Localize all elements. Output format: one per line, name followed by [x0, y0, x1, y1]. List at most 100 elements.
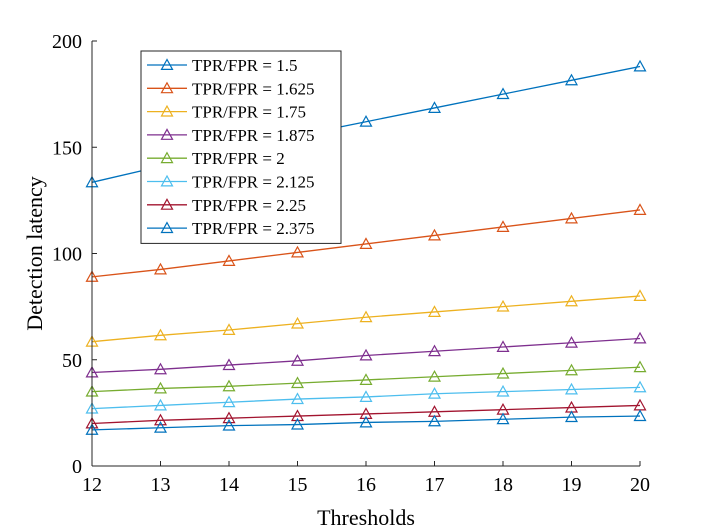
- series-3: [85, 289, 647, 347]
- legend-marker-swatch: [160, 104, 174, 117]
- data-point-marker: [222, 395, 236, 408]
- data-point-marker: [222, 254, 236, 266]
- legend-label: TPR/FPR = 1.625: [192, 79, 315, 98]
- data-point-marker: [222, 358, 236, 371]
- legend-label: TPR/FPR = 2.125: [192, 173, 315, 192]
- data-point-marker: [359, 407, 373, 419]
- data-point-marker: [153, 398, 168, 411]
- data-point-marker: [496, 87, 510, 100]
- data-point-marker: [153, 262, 168, 275]
- data-point-marker: [633, 331, 647, 344]
- data-point-marker: [153, 421, 168, 433]
- data-point-marker: [633, 289, 647, 301]
- legend-marker-swatch: [160, 58, 174, 71]
- data-point-marker: [153, 413, 168, 426]
- x-tick-label: 13: [151, 474, 171, 496]
- data-point-marker: [496, 299, 510, 312]
- x-tick-label: 12: [82, 474, 102, 496]
- data-point-marker: [290, 417, 305, 430]
- data-point-marker: [290, 376, 305, 389]
- series-2: [85, 203, 647, 282]
- x-axis-title: Thresholds: [317, 505, 415, 530]
- y-tick-label: 50: [62, 350, 82, 372]
- legend-label: TPR/FPR = 1.75: [192, 103, 306, 122]
- data-point-marker: [359, 237, 373, 249]
- data-point-marker: [359, 390, 373, 402]
- series-4: [85, 331, 647, 378]
- data-point-marker: [633, 59, 647, 72]
- x-tick-label: 17: [425, 474, 445, 496]
- data-point-marker: [633, 360, 647, 373]
- data-point-marker: [359, 115, 373, 127]
- legend: TPR/FPR = 1.5 TPR/FPR = 1.625 TPR/FPR = 1.…: [140, 50, 342, 244]
- data-point-marker: [359, 373, 373, 385]
- legend-label: TPR/FPR = 2.25: [192, 196, 306, 215]
- legend-marker-swatch: [160, 174, 174, 187]
- legend-item: TPR/FPR = 2.25: [147, 196, 306, 215]
- x-tick-label: 18: [493, 474, 513, 496]
- data-point-marker: [564, 211, 579, 224]
- legend-item: TPR/FPR = 1.5: [147, 56, 298, 75]
- legend-box: [140, 50, 342, 244]
- data-point-marker: [290, 409, 305, 422]
- legend-marker-swatch: [160, 128, 174, 140]
- data-point-marker: [427, 370, 442, 382]
- plot-area: [85, 59, 647, 435]
- y-tick-label: 200: [52, 31, 82, 53]
- data-point-marker: [427, 305, 442, 317]
- legend-item: TPR/FPR = 2.375: [147, 219, 315, 238]
- data-point-marker: [222, 379, 236, 392]
- data-point-marker: [290, 245, 305, 258]
- series-line: [91, 209, 641, 278]
- legend-label: TPR/FPR = 2.375: [192, 219, 315, 238]
- series-6: [85, 380, 647, 414]
- data-point-marker: [633, 380, 647, 393]
- data-point-marker: [427, 101, 442, 113]
- series-line: [91, 404, 641, 425]
- data-point-marker: [496, 384, 510, 397]
- legend-item: TPR/FPR = 2.125: [147, 173, 315, 192]
- legend-item: TPR/FPR = 2: [147, 149, 285, 168]
- data-point-marker: [564, 410, 579, 423]
- legend-item: TPR/FPR = 1.875: [147, 126, 315, 145]
- data-point-marker: [359, 310, 373, 323]
- legend-label: TPR/FPR = 1.5: [192, 56, 298, 75]
- series-line: [91, 386, 641, 410]
- series-7: [85, 398, 647, 429]
- series-8: [85, 409, 647, 435]
- legend-label: TPR/FPR = 1.875: [192, 126, 315, 145]
- y-axis-ticks: 0 50 100 150 200: [52, 31, 97, 478]
- y-tick-label: 150: [52, 137, 82, 159]
- legend-label: TPR/FPR = 2: [192, 149, 285, 168]
- data-point-marker: [496, 220, 510, 232]
- data-point-marker: [153, 381, 168, 394]
- data-point-marker: [222, 411, 236, 424]
- legend-marker-swatch: [160, 81, 174, 94]
- legend-marker-swatch: [160, 221, 174, 234]
- data-point-marker: [564, 336, 579, 348]
- data-point-marker: [290, 392, 305, 405]
- x-tick-label: 15: [288, 474, 308, 496]
- x-axis-ticks: 12 13 14 15 16 17 18 19 20: [82, 461, 650, 496]
- data-point-marker: [633, 203, 647, 215]
- legend-item: TPR/FPR = 1.625: [147, 79, 315, 98]
- data-point-marker: [427, 387, 442, 399]
- data-point-marker: [564, 382, 579, 395]
- y-tick-label: 0: [72, 456, 82, 478]
- data-point-marker: [633, 398, 647, 411]
- y-axis-title: Detection latency: [22, 176, 47, 331]
- data-point-marker: [496, 340, 510, 352]
- data-point-marker: [427, 414, 442, 427]
- data-point-marker: [290, 316, 305, 329]
- x-tick-label: 14: [219, 474, 239, 496]
- data-point-marker: [222, 418, 236, 431]
- data-point-marker: [290, 354, 305, 366]
- data-point-marker: [153, 362, 168, 375]
- y-tick-label: 100: [52, 244, 82, 266]
- series-line: [91, 366, 641, 393]
- data-point-marker: [564, 73, 579, 86]
- data-point-marker: [496, 412, 510, 425]
- x-tick-label: 20: [630, 474, 650, 496]
- data-point-marker: [564, 363, 579, 376]
